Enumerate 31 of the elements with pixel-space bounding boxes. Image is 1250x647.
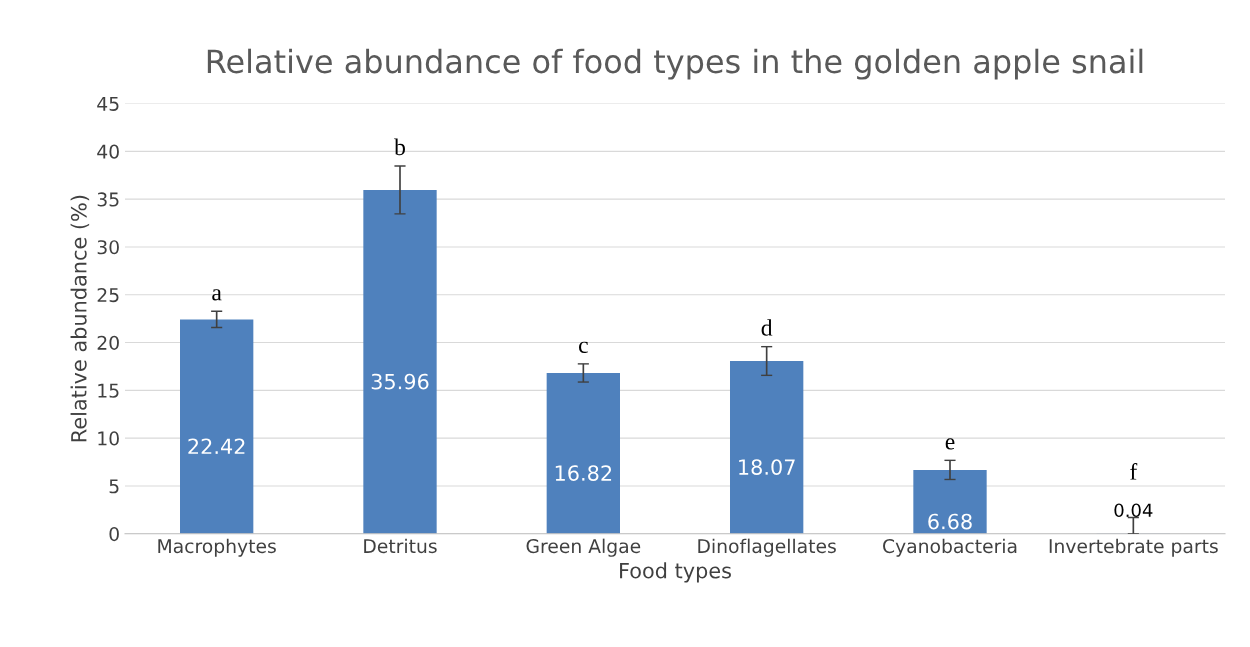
y-tick-label: 5 xyxy=(109,479,119,494)
x-tick-label: Invertebrate parts xyxy=(1049,538,1218,557)
annotation: c xyxy=(578,341,588,354)
y-tick-label: 20 xyxy=(97,335,119,350)
y-tick-label: 45 xyxy=(97,96,119,111)
x-tick-label: Detritus xyxy=(364,538,437,554)
y-tick-label: 40 xyxy=(97,144,119,159)
annotation: a xyxy=(212,289,222,301)
data-label: 35.96 xyxy=(371,373,429,390)
chart-title: Relative abundance of food types in the golden apple snail xyxy=(207,48,1143,80)
x-tick-label: Green Algae xyxy=(526,538,641,557)
x-tick-label: Macrophytes xyxy=(158,538,276,557)
x-axis-title: Food types xyxy=(620,562,731,583)
y-tick-label: 10 xyxy=(98,431,119,446)
data-label: 0.04 xyxy=(1114,503,1153,518)
annotation: b xyxy=(394,138,405,156)
data-label: 22.42 xyxy=(188,438,245,454)
annotation: e xyxy=(945,438,955,450)
data-label: 18.07 xyxy=(739,459,795,475)
annotation: d xyxy=(761,319,773,336)
annotation: f xyxy=(1130,462,1138,480)
data-label: 16.82 xyxy=(555,465,612,481)
y-tick-label: 30 xyxy=(97,240,119,255)
y-tick-label: 15 xyxy=(98,383,119,398)
y-tick-label: 25 xyxy=(97,287,119,303)
x-tick-label: Dinoflagellates xyxy=(698,538,836,557)
y-tick-label: 35 xyxy=(97,192,119,207)
y-axis-title: Relative abundance (%) xyxy=(70,195,90,442)
data-label: 6.68 xyxy=(928,513,972,530)
y-tick-label: 0 xyxy=(109,526,119,542)
x-tick-label: Cyanobacteria xyxy=(883,538,1017,557)
